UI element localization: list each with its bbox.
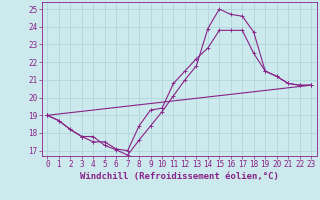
X-axis label: Windchill (Refroidissement éolien,°C): Windchill (Refroidissement éolien,°C) (80, 172, 279, 181)
